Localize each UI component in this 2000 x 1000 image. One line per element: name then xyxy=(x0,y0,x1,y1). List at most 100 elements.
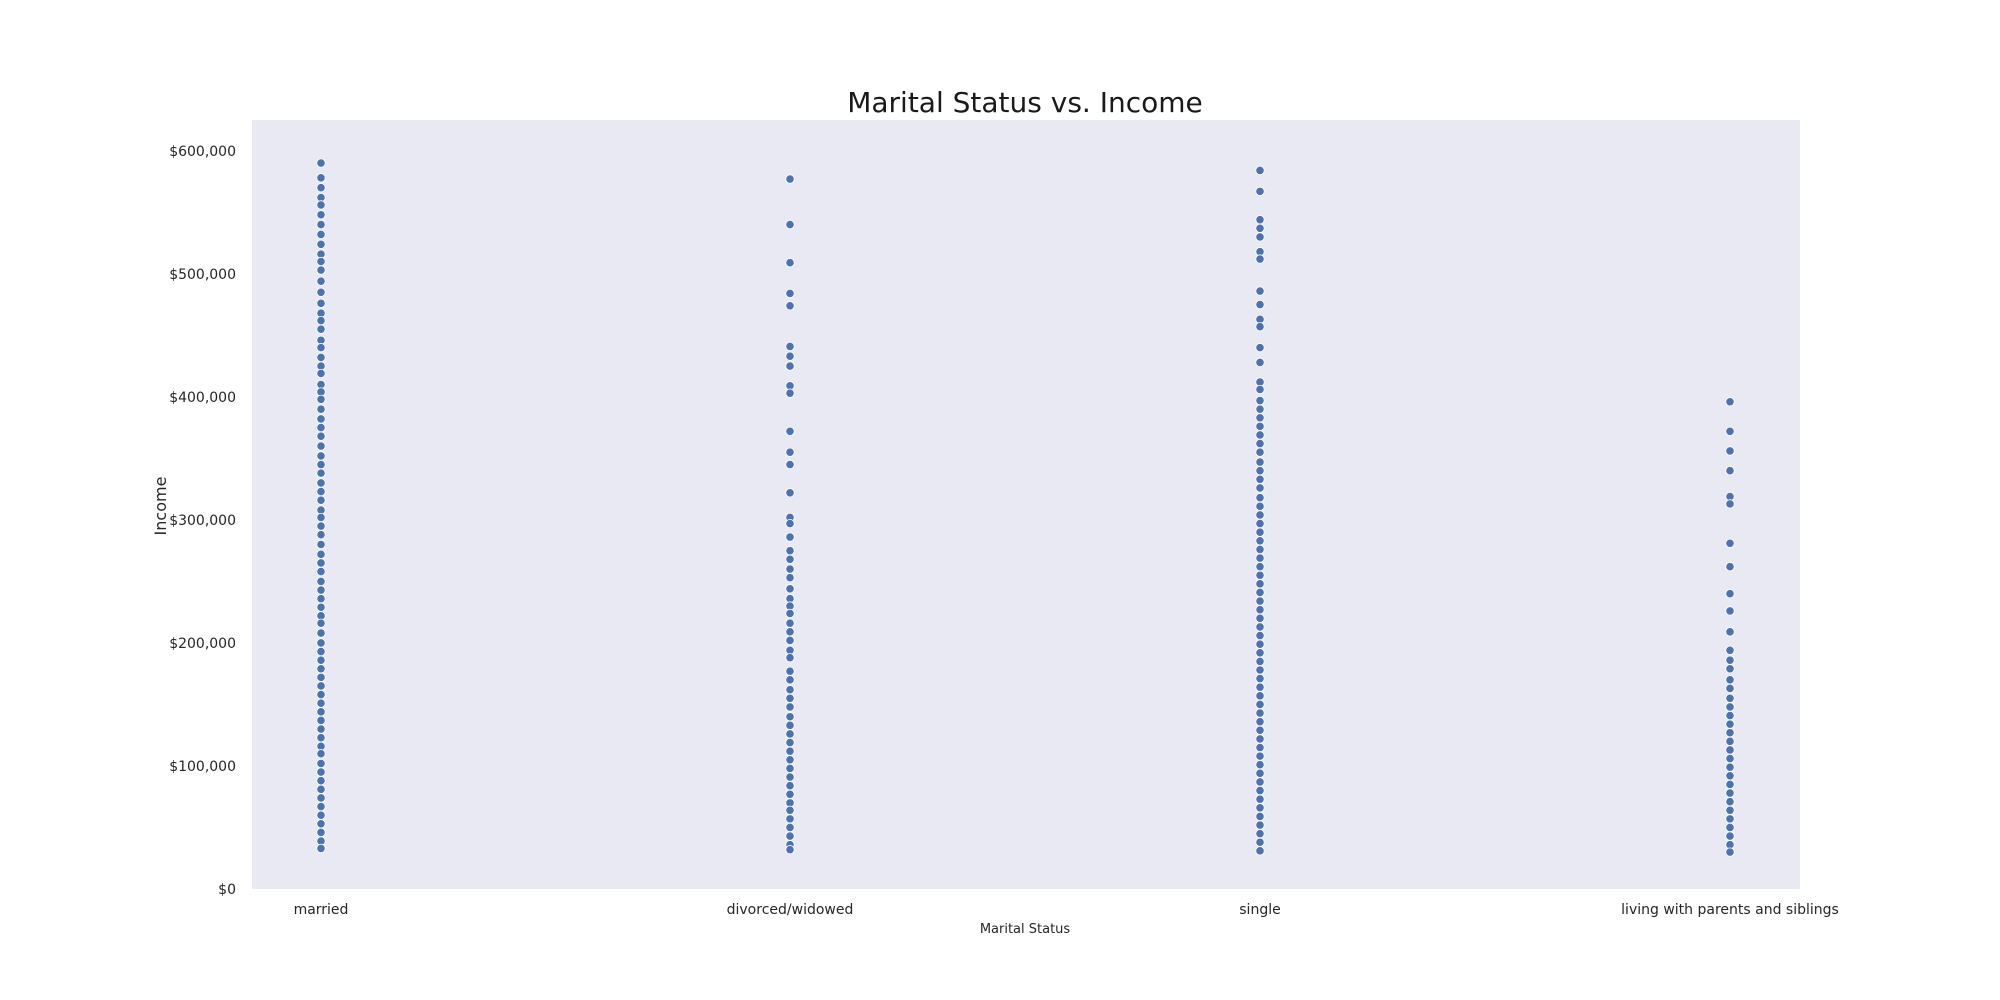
scatter-point xyxy=(1255,596,1265,606)
data-points xyxy=(316,158,1735,857)
scatter-point xyxy=(316,343,326,353)
scatter-point xyxy=(1255,630,1265,641)
scatter-point xyxy=(316,749,326,759)
scatter-point xyxy=(316,827,326,838)
scatter-point xyxy=(1255,286,1265,296)
scatter-point xyxy=(316,819,326,829)
scatter-point xyxy=(1255,544,1265,555)
scatter-point xyxy=(1255,760,1265,770)
scatter-point xyxy=(785,546,795,556)
scatter-point xyxy=(316,404,326,414)
scatter-point xyxy=(1255,483,1265,493)
scatter-point xyxy=(316,441,326,451)
scatter-point xyxy=(316,810,326,820)
scatter-point xyxy=(1725,627,1735,637)
scatter-point xyxy=(1255,785,1265,796)
scatter-point xyxy=(316,672,326,682)
scatter-point xyxy=(316,219,326,230)
scatter-point xyxy=(1255,674,1265,684)
scatter-point xyxy=(1255,299,1265,310)
scatter-point xyxy=(785,174,795,184)
y-tick-label: $100,000 xyxy=(169,759,236,775)
scatter-point xyxy=(316,265,326,275)
scatter-point xyxy=(785,627,795,637)
scatter-point xyxy=(1255,430,1265,440)
scatter-point xyxy=(1255,751,1265,761)
scatter-point xyxy=(316,664,326,674)
scatter-point xyxy=(316,638,326,648)
scatter-point xyxy=(1725,753,1735,764)
scatter-point xyxy=(316,414,326,424)
scatter-point xyxy=(1255,186,1265,196)
scatter-point xyxy=(785,584,795,594)
scatter-point xyxy=(316,566,326,577)
scatter-point xyxy=(1725,847,1735,857)
scatter-point xyxy=(785,288,795,299)
scatter-point xyxy=(1255,562,1265,572)
scatter-point xyxy=(785,814,795,824)
scatter-point xyxy=(316,784,326,794)
scatter-point xyxy=(316,521,326,531)
scatter-point xyxy=(1255,648,1265,658)
scatter-point xyxy=(1255,656,1265,666)
scatter-point xyxy=(1255,322,1265,332)
scatter-point xyxy=(785,746,795,756)
scatter-point xyxy=(1725,562,1735,572)
x-tick-label: married xyxy=(294,902,349,918)
scatter-point xyxy=(316,468,326,478)
scatter-point xyxy=(1725,606,1735,616)
scatter-point xyxy=(1255,413,1265,423)
scatter-point xyxy=(316,486,326,497)
scatter-point xyxy=(785,532,795,542)
scatter-point xyxy=(1255,682,1265,692)
scatter-point xyxy=(316,256,326,267)
scatter-point xyxy=(1255,829,1265,839)
scatter-point xyxy=(1255,613,1265,623)
scatter-point xyxy=(785,608,795,618)
scatter-point xyxy=(316,618,326,628)
scatter-point xyxy=(785,361,795,371)
scatter-point xyxy=(785,685,795,695)
scatter-point xyxy=(785,388,795,398)
scatter-point xyxy=(316,801,326,812)
x-tick-label: living with parents and siblings xyxy=(1621,902,1839,918)
scatter-point xyxy=(1255,501,1265,511)
scatter-point xyxy=(785,763,795,774)
scatter-point xyxy=(316,478,326,488)
scatter-point xyxy=(1255,254,1265,264)
scatter-point xyxy=(1255,768,1265,778)
scatter-point xyxy=(785,675,795,685)
scatter-point xyxy=(1255,570,1265,580)
scatter-point xyxy=(785,554,795,564)
scatter-point xyxy=(316,394,326,404)
scatter-point xyxy=(1725,499,1735,509)
scatter-point xyxy=(785,831,795,841)
scatter-point xyxy=(1725,788,1735,798)
scatter-point xyxy=(316,628,326,638)
y-tick-label: $0 xyxy=(218,882,236,898)
scatter-point xyxy=(1725,655,1735,665)
scatter-point xyxy=(1255,605,1265,615)
scatter-point xyxy=(785,666,795,676)
scatter-point xyxy=(785,341,795,351)
scatter-point xyxy=(316,431,326,441)
scatter-point xyxy=(1255,493,1265,503)
scatter-point xyxy=(785,573,795,583)
scatter-point xyxy=(316,539,326,550)
scatter-point xyxy=(1725,589,1735,599)
scatter-point xyxy=(1725,822,1735,833)
scatter-point xyxy=(316,451,326,461)
scatter-point xyxy=(1725,664,1735,674)
scatter-point xyxy=(316,594,326,604)
y-tick-label: $200,000 xyxy=(169,636,236,652)
scatter-point xyxy=(1255,457,1265,467)
scatter-point xyxy=(785,755,795,765)
scatter-point xyxy=(1725,831,1735,841)
scatter-point xyxy=(316,715,326,726)
scatter-point xyxy=(1725,736,1735,746)
y-tick-label: $400,000 xyxy=(169,390,236,406)
scatter-point xyxy=(1255,421,1265,431)
scatter-point xyxy=(1725,693,1735,703)
scatter-point xyxy=(1255,794,1265,804)
